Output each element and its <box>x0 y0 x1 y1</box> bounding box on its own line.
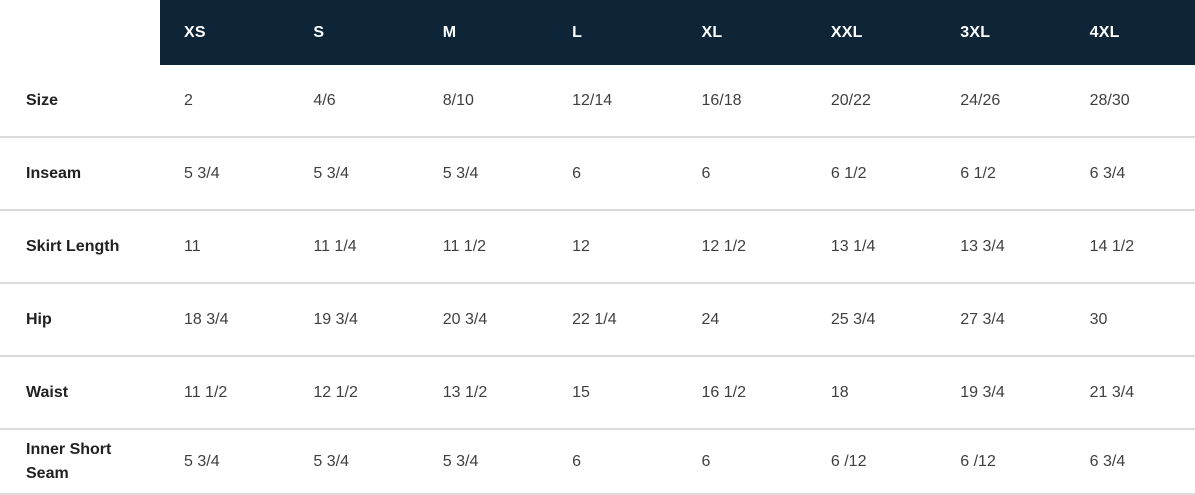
row-label: Skirt Length <box>26 237 120 255</box>
column-header-3xl: 3XL <box>936 0 1066 65</box>
size-chart-header-row: XS S M L XL XXL 3XL 4XL <box>0 0 1195 65</box>
table-cell: 4/6 <box>313 91 336 109</box>
table-row-size: Size 2 4/6 8/10 12/14 16/18 20/22 24/26 … <box>0 65 1195 138</box>
table-row-inseam: Inseam 5 3/4 5 3/4 5 3/4 6 6 6 1/2 6 1/2… <box>0 138 1195 211</box>
table-cell: 16 1/2 <box>701 383 746 401</box>
table-cell: 24 <box>701 310 720 328</box>
table-cell: 6 3/4 <box>1089 164 1126 182</box>
table-cell: 6 <box>572 452 582 470</box>
row-label: Size <box>26 91 59 109</box>
table-cell: 15 <box>572 383 590 401</box>
row-label: Inseam <box>26 164 82 182</box>
table-cell: 5 3/4 <box>184 452 220 470</box>
table-cell: 13 3/4 <box>960 237 1005 255</box>
table-cell: 13 1/2 <box>442 383 488 401</box>
table-cell: 11 1/2 <box>442 237 487 255</box>
table-cell: 27 3/4 <box>960 310 1005 328</box>
table-cell: 20/22 <box>830 91 871 109</box>
column-header-s: S <box>289 0 419 65</box>
table-cell: 19 3/4 <box>960 383 1005 401</box>
table-cell: 6 <box>701 452 711 470</box>
column-header-l: L <box>548 0 678 65</box>
column-header-xl: XL <box>677 0 807 65</box>
table-cell: 8/10 <box>442 91 474 109</box>
table-cell: 28/30 <box>1089 91 1130 109</box>
table-cell: 30 <box>1089 310 1108 328</box>
table-cell: 12 <box>572 237 590 255</box>
table-cell: 18 <box>830 383 849 401</box>
row-label: Inner Short Seam <box>26 441 112 482</box>
table-row-skirt-length: Skirt Length 11 11 1/4 11 1/2 12 12 1/2 … <box>0 211 1195 284</box>
column-header-xs: XS <box>160 0 290 65</box>
table-cell: 14 1/2 <box>1089 237 1135 255</box>
table-cell: 18 3/4 <box>184 310 229 328</box>
table-cell: 12 1/2 <box>701 237 746 255</box>
table-cell: 6 <box>701 164 711 182</box>
table-cell: 22 1/4 <box>572 310 617 328</box>
table-cell: 6 /12 <box>960 452 996 470</box>
table-cell: 11 1/4 <box>313 237 357 255</box>
corner-cell <box>0 0 160 65</box>
table-cell: 5 3/4 <box>313 452 349 470</box>
table-cell: 21 3/4 <box>1089 383 1135 401</box>
row-label: Waist <box>26 383 69 401</box>
table-cell: 5 3/4 <box>184 164 220 182</box>
table-cell: 5 3/4 <box>442 164 479 182</box>
table-cell: 11 1/2 <box>184 383 228 401</box>
table-cell: 12/14 <box>572 91 613 109</box>
column-header-xxl: XXL <box>806 0 937 65</box>
row-label: Hip <box>26 310 52 328</box>
table-row-hip: Hip 18 3/4 19 3/4 20 3/4 22 1/4 24 25 3/… <box>0 284 1195 357</box>
table-cell: 25 3/4 <box>830 310 876 328</box>
table-cell: 13 1/4 <box>830 237 876 255</box>
table-cell: 16/18 <box>701 91 742 109</box>
column-header-4xl: 4XL <box>1065 0 1195 65</box>
table-cell: 19 3/4 <box>313 310 358 328</box>
table-cell: 24/26 <box>960 91 1001 109</box>
table-cell: 5 3/4 <box>313 164 349 182</box>
table-cell: 12 1/2 <box>313 383 358 401</box>
table-cell: 6 <box>572 164 582 182</box>
column-header-m: M <box>418 0 549 65</box>
table-row-inner-short-seam: Inner Short Seam 5 3/4 5 3/4 5 3/4 6 6 6… <box>0 430 1195 495</box>
table-cell: 6 1/2 <box>960 164 996 182</box>
table-row-waist: Waist 11 1/2 12 1/2 13 1/2 15 16 1/2 18 … <box>0 357 1195 430</box>
table-cell: 6 3/4 <box>1089 452 1126 470</box>
table-cell: 11 <box>184 237 201 255</box>
table-cell: 6 /12 <box>830 452 867 470</box>
table-cell: 2 <box>184 91 193 109</box>
table-cell: 6 1/2 <box>830 164 867 182</box>
table-cell: 5 3/4 <box>442 452 479 470</box>
table-cell: 20 3/4 <box>442 310 488 328</box>
